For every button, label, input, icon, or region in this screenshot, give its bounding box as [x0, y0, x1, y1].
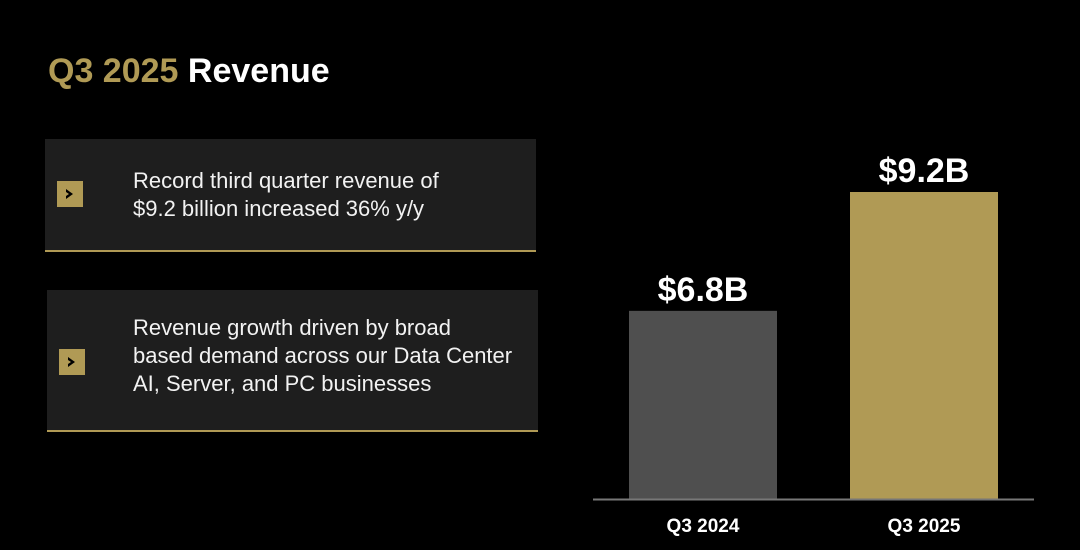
bar-q3-2024 [629, 310, 777, 499]
chevron-right-icon [57, 181, 83, 207]
bullet-line: based demand across our Data Center [133, 343, 513, 368]
bullet-line: Revenue growth driven by broad [133, 315, 451, 340]
x-tick-label: Q3 2024 [667, 516, 740, 537]
bullet-text-2: Revenue growth driven by broad based dem… [133, 314, 512, 398]
bullet-box-2: Revenue growth driven by broad based dem… [47, 290, 538, 432]
bullet-box-1: Record third quarter revenue of $9.2 bil… [45, 139, 536, 252]
bullet-text-1: Record third quarter revenue of $9.2 bil… [133, 167, 439, 223]
bar-q3-2025 [850, 192, 998, 499]
page-title: Q3 2025 Revenue [48, 52, 330, 91]
bullet-line: AI, Server, and PC businesses [133, 371, 432, 396]
title-main: Revenue [187, 52, 330, 90]
data-label: $9.2B [879, 152, 970, 190]
title-accent: Q3 2025 [48, 52, 179, 90]
bullet-line: Record third quarter revenue of [133, 168, 439, 193]
x-tick-label: Q3 2025 [888, 516, 961, 537]
chevron-right-icon [59, 349, 85, 375]
data-label: $6.8B [658, 271, 749, 309]
bullet-line: $9.2 billion increased 36% y/y [133, 196, 425, 221]
